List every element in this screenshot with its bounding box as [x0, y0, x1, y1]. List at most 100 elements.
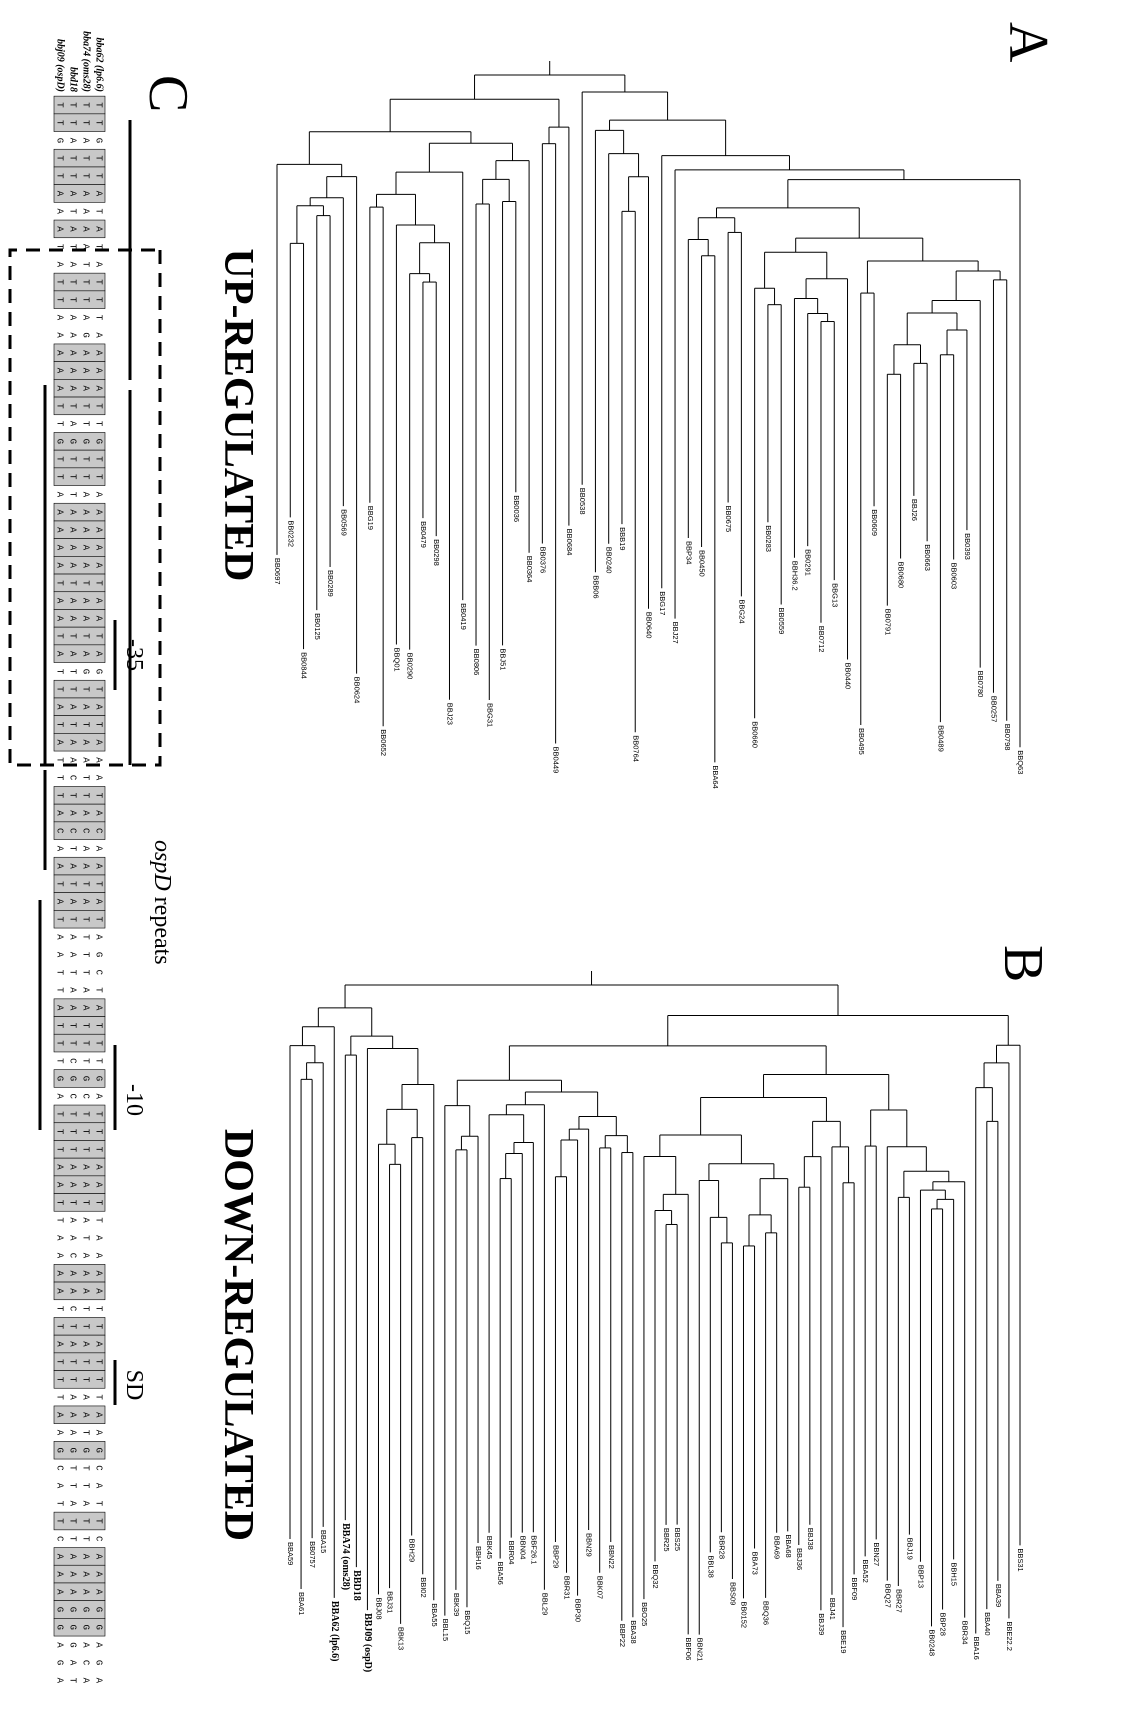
leaf-label: BB0624 — [353, 677, 362, 704]
leaf-label: BBR25 — [662, 1528, 671, 1552]
leaf-label: BBG19 — [366, 506, 375, 530]
leaf-label: BBI02 — [419, 1577, 428, 1597]
leaf-label: BB0291 — [804, 549, 813, 576]
leaf-label: BBF26.1 — [529, 1535, 538, 1564]
leaf-label: BB0663 — [923, 544, 932, 571]
leaf-label: BBJ36 — [795, 1548, 804, 1570]
conserved-shade — [53, 1281, 106, 1301]
leaf-label: BBK13 — [397, 1627, 406, 1650]
leaf-label: BBA55 — [430, 1603, 439, 1626]
leaf-label: BBB19 — [618, 527, 627, 550]
leaf-label: BBL29 — [540, 1593, 549, 1616]
conserved-shade — [53, 219, 106, 239]
leaf-label: BBJ27 — [671, 622, 680, 644]
leaf-label: BBS25 — [673, 1528, 682, 1551]
leaf-label: BBJ38 — [806, 1528, 815, 1550]
conserved-shade — [53, 467, 106, 486]
leaf-label: BBG17 — [658, 591, 667, 615]
leaf-label: BBO25 — [640, 1602, 649, 1626]
leaf-label: BB0240 — [605, 547, 614, 574]
caption: ospD repeats — [149, 840, 175, 965]
conserved-shade — [53, 1618, 106, 1637]
leaf-label: BBR27 — [894, 1589, 903, 1613]
leaf-label: BBF09 — [850, 1577, 859, 1600]
leaf-label: BBG24 — [737, 599, 746, 623]
leaf-label: BBP13 — [916, 1565, 925, 1588]
leaf-label: BB0248 — [928, 1629, 937, 1656]
leaf-label: BB0298 — [432, 539, 441, 566]
panel-label: C — [137, 75, 199, 112]
leaf-label: BBA39 — [994, 1584, 1003, 1607]
leaf-label: BB0036 — [512, 495, 521, 522]
caption-text: repeats — [149, 897, 175, 965]
leaf-label: BB0283 — [764, 525, 773, 552]
conserved-shade — [53, 396, 106, 416]
leaf-label: BBJ41 — [828, 1598, 837, 1620]
leaf-label: BB0660 — [751, 721, 760, 748]
leaf-label: BBN27 — [872, 1542, 881, 1566]
leaf-label: BBA64 — [711, 765, 720, 788]
leaf-label: BB0798 — [1003, 724, 1012, 751]
leaf-label: BB0712 — [817, 626, 826, 653]
leaf-label: BBA69 — [773, 1536, 782, 1559]
leaf-label: BBD18 — [351, 1570, 362, 1601]
leaf-label: BBK45 — [485, 1536, 494, 1559]
leaf-label: BBJ08 — [375, 1597, 384, 1619]
leaf-label: BBG31 — [485, 703, 494, 727]
leaf-label: BB0780 — [976, 671, 985, 698]
leaf-label: BBA16 — [972, 1636, 981, 1659]
conserved-shade — [53, 1069, 106, 1088]
leaf-label: BBJ19 — [905, 1538, 914, 1560]
panel-title: DOWN-REGULATED — [215, 1129, 261, 1541]
panel-label: B — [992, 945, 1054, 982]
leaf-label: BBH15 — [950, 1562, 959, 1586]
leaf-label: BBN21 — [695, 1638, 704, 1662]
leaf-label: BBP34 — [684, 541, 693, 564]
leaf-label: BBJ26 — [910, 499, 919, 521]
leaf-label: BB0152 — [740, 1601, 749, 1628]
leaf-label: BB0640 — [645, 612, 654, 639]
leaf-label: BBA15 — [319, 1530, 328, 1553]
leaf-label: BBJ23 — [445, 703, 454, 725]
leaf-label: BB0844 — [300, 652, 309, 679]
sequence-name: bba74 (oms28) — [81, 31, 92, 92]
leaf-label: BB0289 — [326, 570, 335, 597]
sequence-name: bbj09 (ospD) — [55, 39, 66, 92]
leaf-label: BBE22.2 — [1005, 1621, 1014, 1651]
leaf-label: BB0559 — [777, 608, 786, 635]
leaf-label: BBA74 (oms28) — [340, 1523, 351, 1590]
leaf-label: BBA61 — [297, 1592, 306, 1615]
leaf-label: BBN04 — [518, 1536, 527, 1560]
leaf-label: BB0697 — [273, 558, 282, 585]
leaf-label: BB0495 — [857, 728, 866, 755]
caption-gene: ospD — [149, 840, 175, 891]
leaf-label: BB0675 — [724, 506, 733, 533]
leaf-label: BBR34 — [961, 1621, 970, 1645]
conserved-shade — [53, 733, 106, 752]
leaf-label: BBH36.2 — [790, 561, 799, 591]
conserved-shade — [53, 1511, 106, 1531]
leaf-label: BBE19 — [839, 1630, 848, 1653]
leaf-label: BBB06 — [591, 575, 600, 598]
conserved-shade — [53, 821, 106, 840]
conserved-shade — [53, 1033, 106, 1053]
leaf-label: BB0232 — [286, 520, 295, 547]
leaf-label: BBN22 — [607, 1545, 616, 1569]
leaf-label: BBG13 — [830, 583, 839, 607]
conserved-shade — [53, 1405, 106, 1424]
leaf-label: BBR28 — [717, 1535, 726, 1559]
leaf-label: BB0489 — [936, 725, 945, 752]
leaf-label: BBJ51 — [499, 648, 508, 670]
conserved-shade — [53, 1193, 106, 1212]
leaf-label: BBA38 — [629, 1620, 638, 1643]
conserved-shade — [53, 644, 106, 663]
conserved-shade — [53, 113, 106, 132]
leaf-label: BBJ09 (ospD) — [362, 1613, 373, 1672]
promoter-box — [8, 248, 162, 767]
leaf-label: BB0764 — [631, 735, 640, 762]
leaf-label: BBP28 — [939, 1613, 948, 1636]
leaf-label: BB0440 — [844, 662, 853, 689]
leaf-label: BB0603 — [950, 563, 959, 590]
